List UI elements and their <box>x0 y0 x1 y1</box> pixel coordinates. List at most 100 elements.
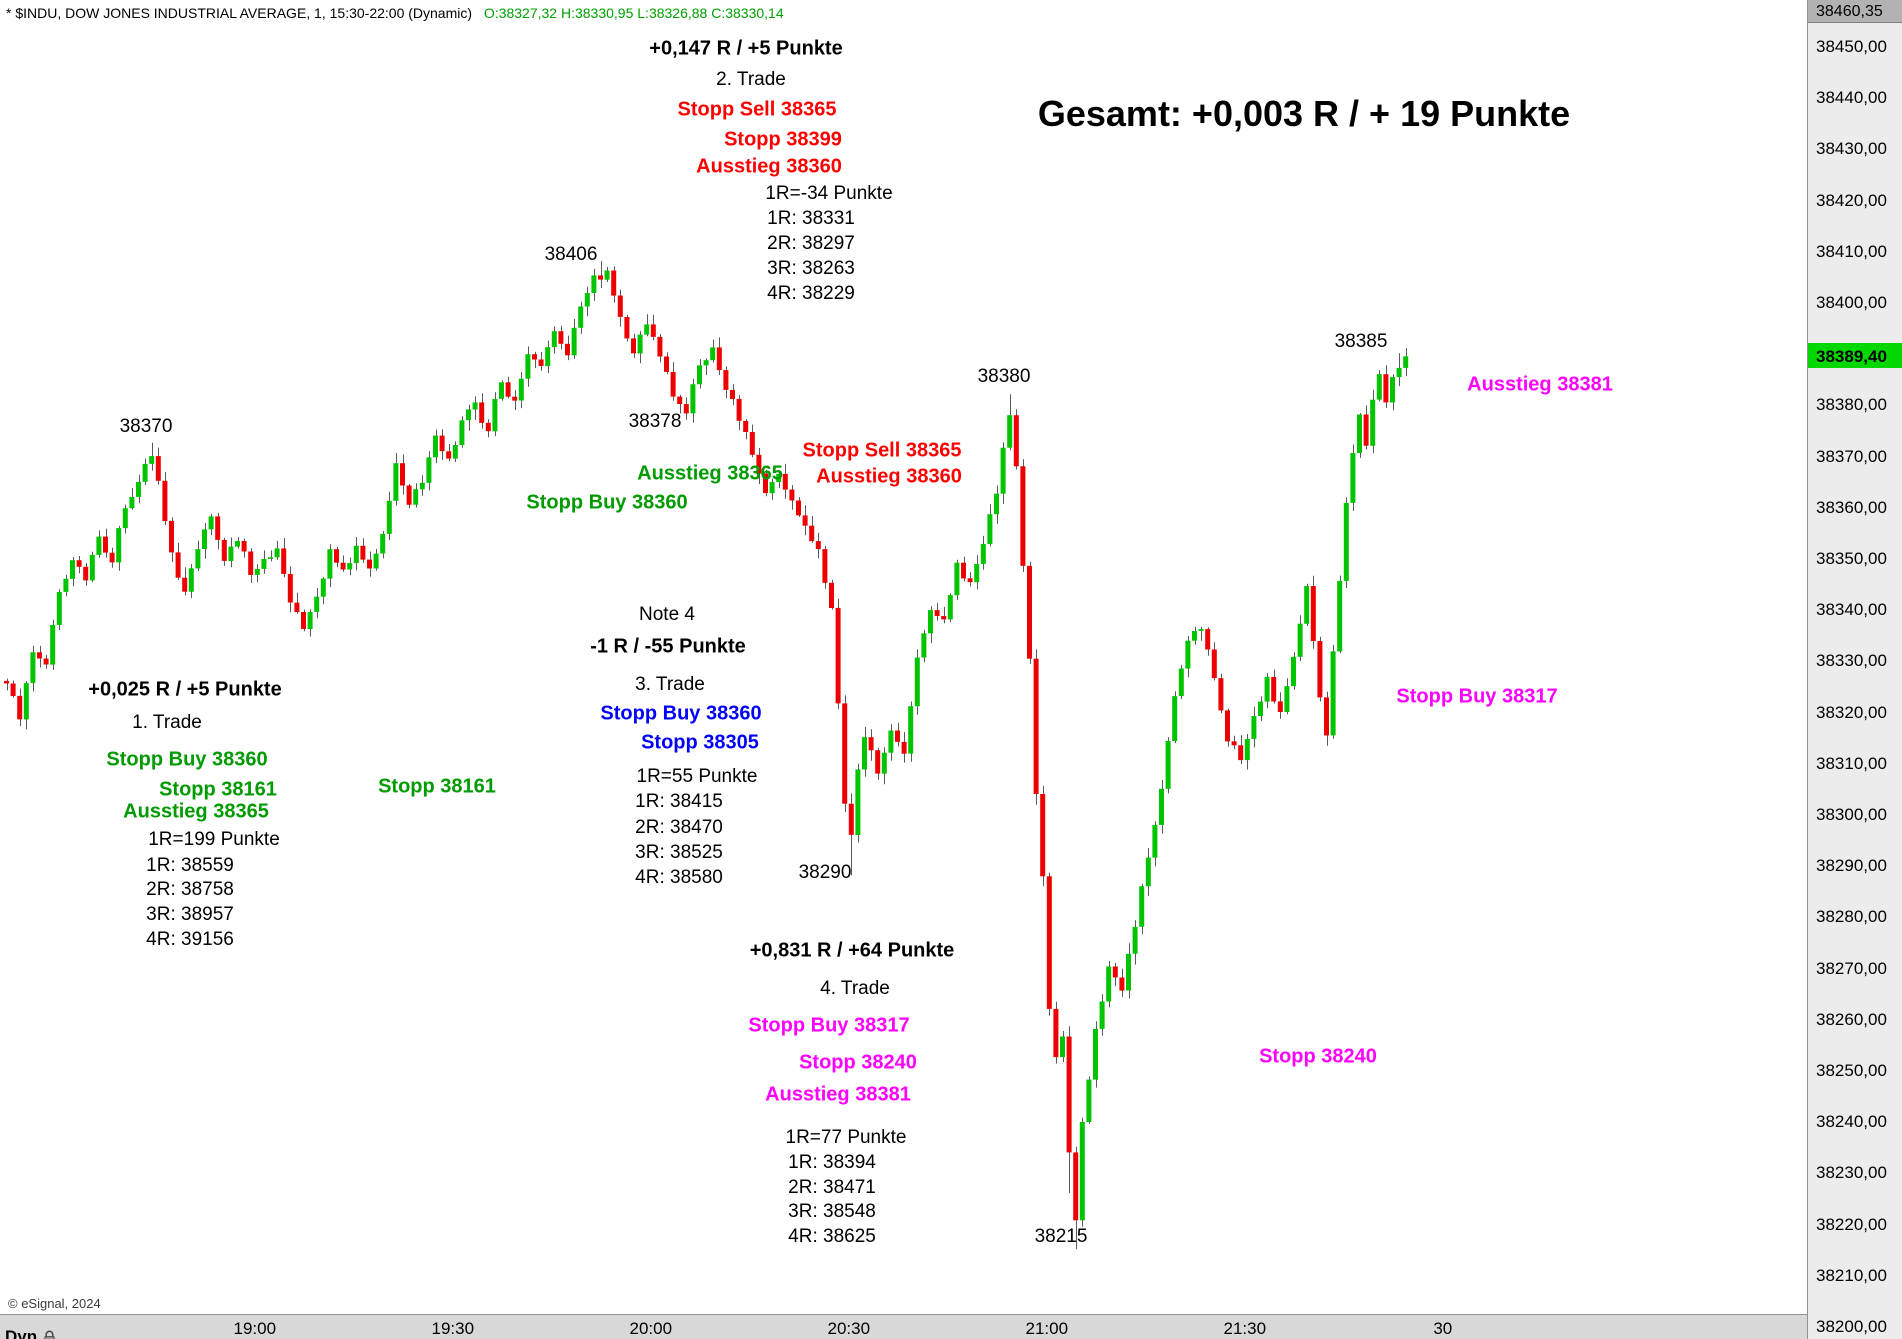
candle <box>63 574 69 597</box>
candle <box>367 551 372 577</box>
chart-title-bar: * $INDU, DOW JONES INDUSTRIAL AVERAGE, 1… <box>6 5 784 21</box>
candle <box>881 747 887 785</box>
candle <box>644 314 650 337</box>
last-price-value: 38389,40 <box>1816 347 1887 367</box>
candle <box>987 504 993 547</box>
candle <box>914 649 920 715</box>
candle <box>809 516 815 543</box>
price-axis-label: 38360,00 <box>1816 497 1887 517</box>
candle <box>1119 968 1125 997</box>
candle <box>1390 374 1395 411</box>
candle <box>10 680 16 698</box>
price-axis-label: 38320,00 <box>1816 702 1887 722</box>
candle <box>1185 636 1191 678</box>
candle <box>406 483 412 509</box>
candle <box>1152 821 1158 867</box>
price-axis-label: 38340,00 <box>1816 600 1887 620</box>
candle <box>466 404 471 431</box>
candle <box>954 559 960 600</box>
copyright-notice: © eSignal, 2024 <box>8 1296 101 1311</box>
candle <box>142 458 148 486</box>
price-axis-label: 38280,00 <box>1816 907 1887 927</box>
candle <box>287 566 293 613</box>
candle <box>875 747 881 780</box>
candle <box>360 538 366 563</box>
time-axis-label: 21:30 <box>1223 1319 1267 1338</box>
price-axis-label: 38430,00 <box>1816 139 1887 159</box>
candle <box>208 513 214 536</box>
candle <box>565 335 570 361</box>
candle <box>50 619 56 670</box>
candle <box>1231 735 1237 750</box>
price-axis-label: 38330,00 <box>1816 651 1887 671</box>
candle <box>30 646 36 692</box>
candle <box>703 358 709 376</box>
candle <box>908 701 914 762</box>
symbol-title: * $INDU, DOW JONES INDUSTRIAL AVERAGE, 1… <box>6 5 473 21</box>
time-template-button[interactable]: Dyn <box>5 1327 57 1339</box>
candle <box>1330 644 1336 739</box>
candle <box>723 366 729 399</box>
candle <box>307 609 313 637</box>
time-axis-label: 20:30 <box>827 1319 871 1338</box>
candle <box>736 395 742 431</box>
price-axis-label: 38420,00 <box>1816 190 1887 210</box>
candle <box>598 261 603 288</box>
price-axis-label: 38350,00 <box>1816 549 1887 568</box>
candlestick-chart[interactable] <box>0 0 1807 1314</box>
candle <box>162 471 168 526</box>
candle <box>228 537 234 568</box>
candle <box>637 331 643 364</box>
candle <box>1370 389 1376 454</box>
candle <box>1020 459 1026 572</box>
candle <box>1357 413 1362 458</box>
candle <box>1205 627 1211 656</box>
candle <box>1258 696 1263 721</box>
candle <box>103 528 108 558</box>
candle <box>815 532 821 559</box>
candle <box>459 416 465 448</box>
price-axis-label: 38450,00 <box>1816 37 1887 56</box>
candle <box>994 485 999 524</box>
candle <box>1033 649 1039 805</box>
candle <box>941 606 947 624</box>
candle <box>558 325 564 350</box>
candle <box>70 557 75 586</box>
candle <box>1251 706 1257 748</box>
candle <box>763 469 768 497</box>
candle <box>1066 1026 1072 1193</box>
candle <box>1238 735 1244 765</box>
price-axis[interactable]: 38460,35 38389,40 38450,00 38440,00 38430,… <box>1807 0 1902 1339</box>
candle <box>89 551 95 583</box>
candle <box>235 537 240 549</box>
candle <box>1053 1001 1059 1064</box>
candle <box>1027 561 1032 664</box>
time-axis[interactable]: Dyn 19:00 19:30 20:00 20:30 21:00 21:30 30 <box>0 1314 1807 1339</box>
candle <box>202 523 207 559</box>
candle <box>380 531 386 559</box>
price-axis-label: 38440,00 <box>1816 88 1887 108</box>
price-axis-label: 38300,00 <box>1816 805 1887 824</box>
candle <box>848 793 854 876</box>
candle <box>604 267 610 282</box>
candle <box>796 497 801 517</box>
candle <box>1284 678 1290 715</box>
time-axis-label: 21:00 <box>1025 1319 1069 1338</box>
candle <box>215 512 221 550</box>
candle <box>116 525 122 571</box>
candle <box>967 572 973 587</box>
candle <box>670 362 676 401</box>
candle <box>1165 737 1171 794</box>
candle <box>195 540 201 571</box>
candle <box>743 419 749 440</box>
candle <box>855 763 861 843</box>
price-axis-label: 38370,00 <box>1816 446 1887 466</box>
candle <box>749 424 755 458</box>
candle <box>1126 943 1131 999</box>
candle <box>690 378 696 423</box>
candle <box>776 471 782 489</box>
candle <box>1040 785 1046 887</box>
candle <box>1060 1031 1065 1063</box>
candle <box>505 376 511 399</box>
candle <box>835 598 841 709</box>
